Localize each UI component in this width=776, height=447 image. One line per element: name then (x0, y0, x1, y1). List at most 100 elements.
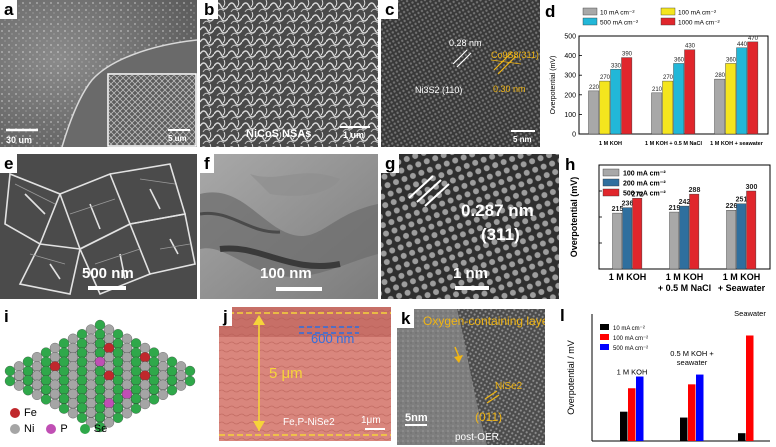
atom (67, 370, 79, 381)
bar (599, 80, 611, 135)
legend-swatch (600, 324, 609, 330)
atom (112, 338, 124, 349)
scale-label: 1 um (343, 130, 364, 140)
bar-value-label: 215 (612, 206, 624, 213)
bar (688, 384, 696, 441)
atom (67, 342, 79, 354)
bar (588, 90, 600, 135)
bar (622, 207, 633, 270)
bar (726, 210, 737, 270)
atom (139, 352, 151, 363)
panel-k: Oxygen-containing layer NiSe2 (011) 5nm … (397, 309, 545, 445)
atom (139, 361, 151, 372)
atom (130, 338, 142, 349)
atom (40, 394, 52, 405)
atom (49, 342, 61, 354)
atom (94, 384, 106, 395)
atom (85, 407, 97, 418)
y-axis-label: Overpotential / mV (566, 340, 576, 415)
bar (714, 78, 726, 135)
atom (184, 365, 196, 377)
atom (67, 398, 79, 409)
legend-ni: Ni (24, 423, 35, 435)
atom (85, 342, 97, 354)
atom (31, 389, 43, 400)
bar (673, 63, 685, 135)
bar-value-label: 390 (622, 52, 633, 58)
atom (103, 388, 115, 400)
atom (103, 370, 115, 381)
d-spacing-1: 0.28 nm (449, 38, 482, 48)
atomic-model (4, 319, 196, 433)
atom (157, 370, 169, 381)
atom (4, 365, 16, 377)
material-label: Fe,P-NiSe2 (283, 417, 335, 428)
bar (669, 211, 680, 270)
panel-label: f (200, 154, 214, 173)
atom-legend: Fe Ni P Se (10, 405, 107, 437)
atom (40, 347, 52, 358)
atom (76, 329, 88, 340)
atom (76, 365, 88, 377)
bar-value-label: 440 (737, 42, 748, 48)
panel-label: e (0, 154, 18, 173)
bar-value-label: 288 (689, 187, 701, 194)
atom (175, 370, 187, 381)
legend-label: 10 mA cm⁻² (600, 10, 635, 17)
atom (130, 384, 142, 395)
y-axis-label: Overpotential (mV) (550, 56, 557, 115)
film-thickness: 5 μm (269, 365, 303, 382)
panel-label: i (0, 307, 13, 326)
atom (94, 411, 106, 423)
atom (130, 403, 142, 414)
category-label: 1 M KOH (666, 272, 704, 282)
y-tick-label: 100 (564, 112, 576, 119)
atom (130, 356, 142, 367)
atom (148, 365, 160, 377)
atom (148, 384, 160, 395)
panel-label: b (200, 0, 219, 19)
panel-label: j (219, 307, 232, 326)
legend-swatch (602, 168, 620, 177)
bar (696, 374, 704, 441)
atom (121, 333, 133, 344)
atom (103, 324, 115, 335)
atom (94, 347, 106, 358)
atom (112, 412, 124, 423)
atom (94, 329, 106, 340)
legend-se: Se (93, 423, 108, 435)
bar (746, 190, 757, 270)
atom (148, 394, 160, 405)
bar-value-label: 470 (748, 36, 759, 42)
bar-value-label: 220 (589, 85, 600, 91)
atom (130, 347, 142, 358)
bar-value-label: 272 (632, 191, 644, 198)
bar-value-label: 330 (611, 63, 622, 69)
atom (121, 370, 133, 381)
atom (94, 393, 106, 404)
atom (121, 352, 133, 363)
atom (94, 338, 106, 349)
legend-swatch (600, 334, 609, 340)
atom (112, 329, 124, 340)
atom (112, 402, 124, 413)
bar-value-label: 300 (746, 184, 758, 191)
phase-label-2: Co9S8(311) (491, 50, 539, 60)
chart-l: Overpotential / mV 1 M KOH 0.5 M KOH +seaw… (566, 309, 770, 442)
legend-label: 500 mA cm⁻² (613, 346, 648, 352)
panel-g: 0.287 nm (311) 1 nm g (381, 154, 559, 299)
bar (680, 417, 688, 441)
atom (166, 385, 178, 396)
tem-image-c: 0.28 nm Ni3S2 (110) Co9S8(311) 0.30 nm 5… (381, 0, 540, 147)
atom (139, 398, 151, 410)
bar (612, 212, 623, 270)
bar (662, 80, 674, 135)
phase-label-1: Ni3S2 (110) (415, 85, 462, 95)
atom (85, 370, 97, 381)
atom (103, 333, 115, 344)
atom (94, 375, 106, 386)
legend-label: 100 mA cm⁻² (623, 171, 666, 178)
category-label: 1 M KOH (609, 272, 647, 282)
